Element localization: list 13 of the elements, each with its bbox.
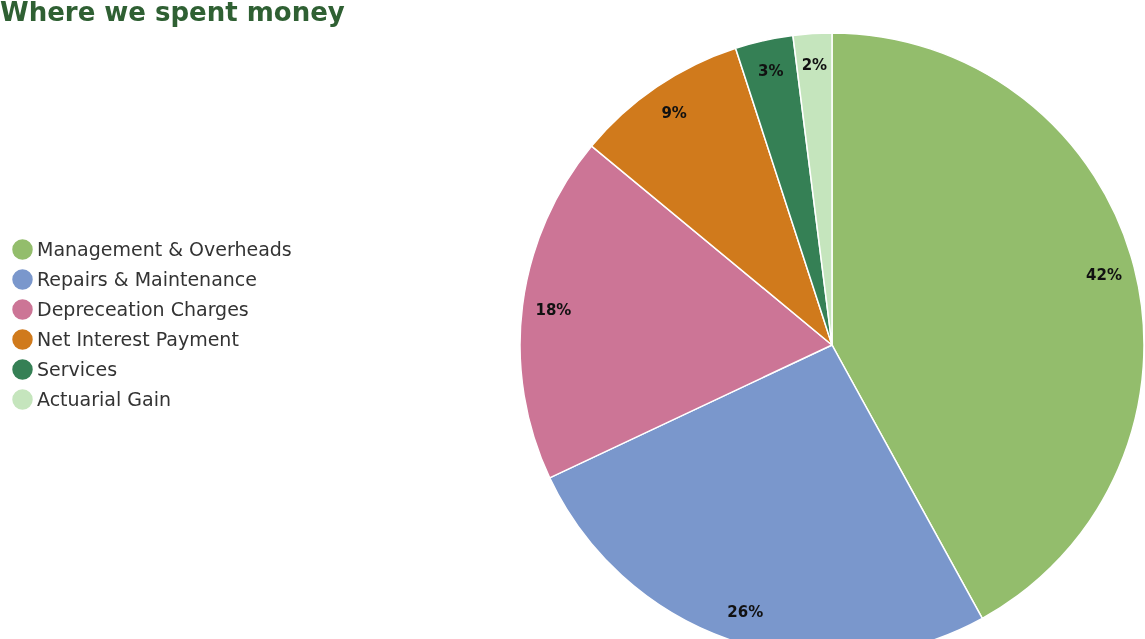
legend-label: Actuarial Gain [37,387,171,410]
data-label: 42% [1086,266,1122,285]
legend-label: Management & Overheads [37,237,292,260]
legend-label: Services [37,357,118,380]
legend-label: Repairs & Maintenance [37,267,257,290]
data-label: 26% [727,603,764,622]
data-label: 18% [535,300,572,319]
data-label: 3% [758,61,784,80]
legend-label: Depreceation Charges [37,297,249,320]
data-label: 2% [801,55,828,74]
legend-label: Net Interest Payment [37,327,239,350]
chart-title: Where we spent money [0,0,345,27]
data-label: 9% [661,103,687,122]
